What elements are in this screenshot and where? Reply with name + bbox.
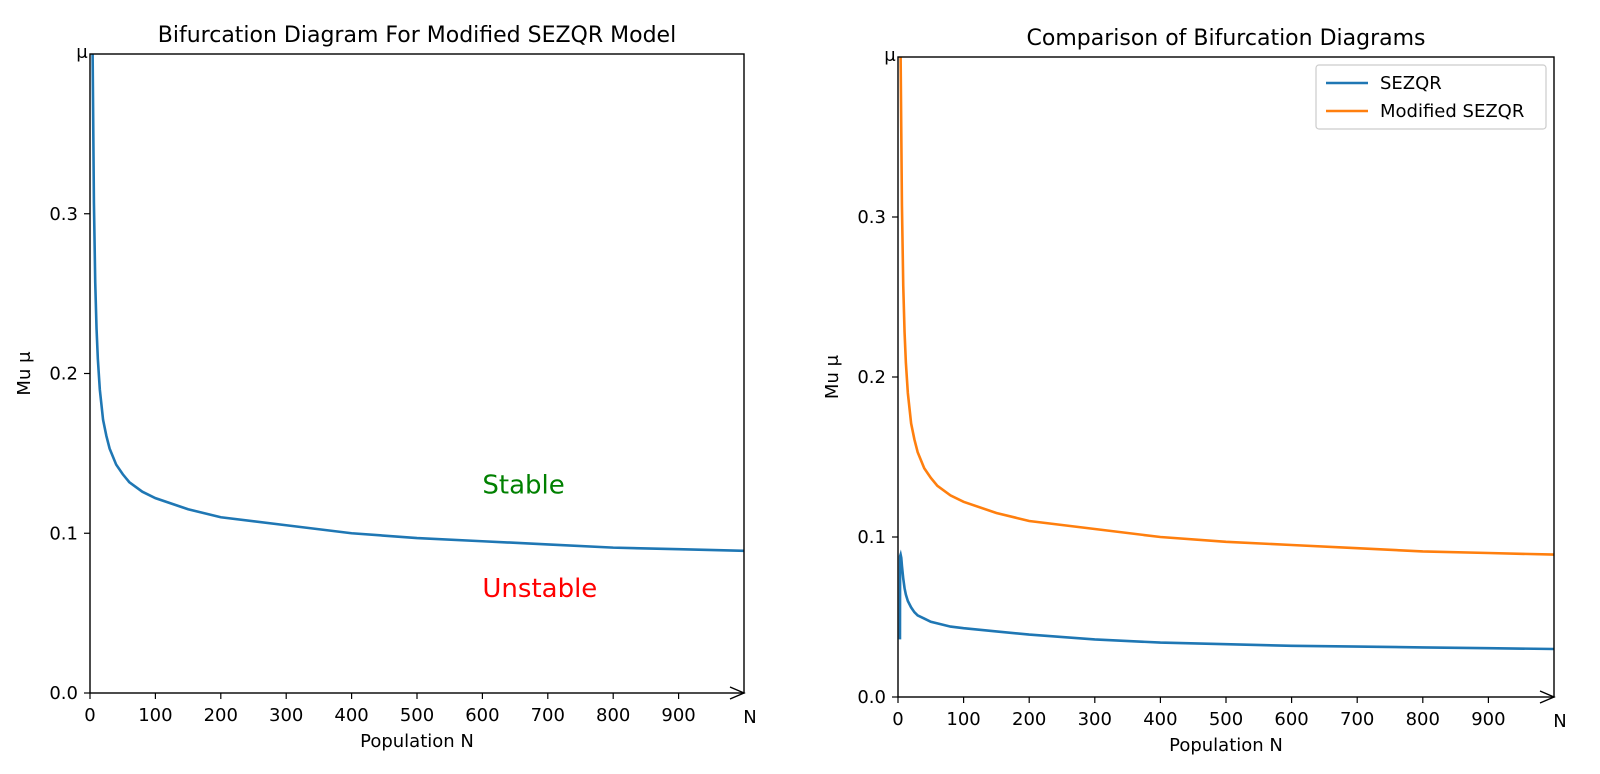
x-tick-label: 200	[1012, 709, 1046, 730]
x-tick-label: 100	[138, 705, 172, 726]
chart-title: Bifurcation Diagram For Modified SEZQR M…	[158, 23, 676, 48]
x-tick-label: 0	[892, 709, 903, 730]
x-tick-label: 700	[531, 705, 565, 726]
y-tick-label: 0.3	[49, 204, 78, 225]
x-axis-end-label: N	[743, 707, 756, 728]
x-tick-label: 700	[1340, 709, 1374, 730]
series-line-modified-sezqr	[899, 57, 1554, 556]
y-axis-end-label: μ	[884, 45, 896, 66]
x-tick-label: 500	[1209, 709, 1243, 730]
x-axis-end-label: N	[1553, 711, 1566, 732]
x-tick-label: 600	[465, 705, 499, 726]
x-tick-label: 600	[1274, 709, 1308, 730]
y-axis-label: Mu μ	[822, 354, 843, 399]
x-tick-label: 200	[204, 705, 238, 726]
x-axis-arrowhead	[729, 686, 746, 700]
x-tick-label: 400	[1143, 709, 1177, 730]
y-tick-label: 0.1	[857, 527, 886, 548]
y-tick-label: 0.0	[49, 683, 78, 704]
series-line-sezqr	[898, 549, 1554, 651]
x-axis-label: Population N	[360, 731, 474, 752]
chart-panel-1: 0 100 200 300 400 500 600 700 800 900 0.0 0.1 0.2 0.3…	[14, 23, 757, 752]
x-tick-label: 800	[596, 705, 630, 726]
chart-title: Comparison of Bifurcation Diagrams	[1027, 26, 1426, 51]
x-axis-label: Population N	[1169, 735, 1283, 756]
y-axis-label: Mu μ	[14, 351, 35, 396]
y-tick-label: 0.2	[857, 367, 886, 388]
x-tick-label: 0	[84, 705, 95, 726]
x-axis-arrowhead	[1539, 690, 1556, 704]
series-line-1	[91, 54, 744, 553]
plot-frame	[897, 56, 1555, 698]
legend-label: SEZQR	[1380, 73, 1442, 94]
annotation-unstable: Unstable	[482, 574, 597, 604]
y-tick-label: 0.1	[49, 523, 78, 544]
x-tick-label: 500	[400, 705, 434, 726]
legend-label: Modified SEZQR	[1380, 101, 1524, 122]
x-tick-label: 800	[1406, 709, 1440, 730]
y-axis-end-label: μ	[76, 42, 88, 63]
x-tick-label: 400	[334, 705, 368, 726]
chart-panel-2: 0 100 200 300 400 500 600 700 800 900 0.0 0.1 0.2 0.3…	[822, 26, 1567, 756]
y-tick-label: 0.3	[857, 207, 886, 228]
x-tick-label: 300	[1078, 709, 1112, 730]
x-tick-label: 300	[269, 705, 303, 726]
plot-frame	[89, 53, 745, 694]
y-tick-label: 0.0	[857, 687, 886, 708]
annotation-stable: Stable	[482, 470, 564, 500]
legend-box	[1315, 64, 1547, 130]
x-tick-label: 900	[1471, 709, 1505, 730]
y-tick-label: 0.2	[49, 364, 78, 385]
x-tick-label: 900	[661, 705, 695, 726]
x-tick-label: 100	[946, 709, 980, 730]
